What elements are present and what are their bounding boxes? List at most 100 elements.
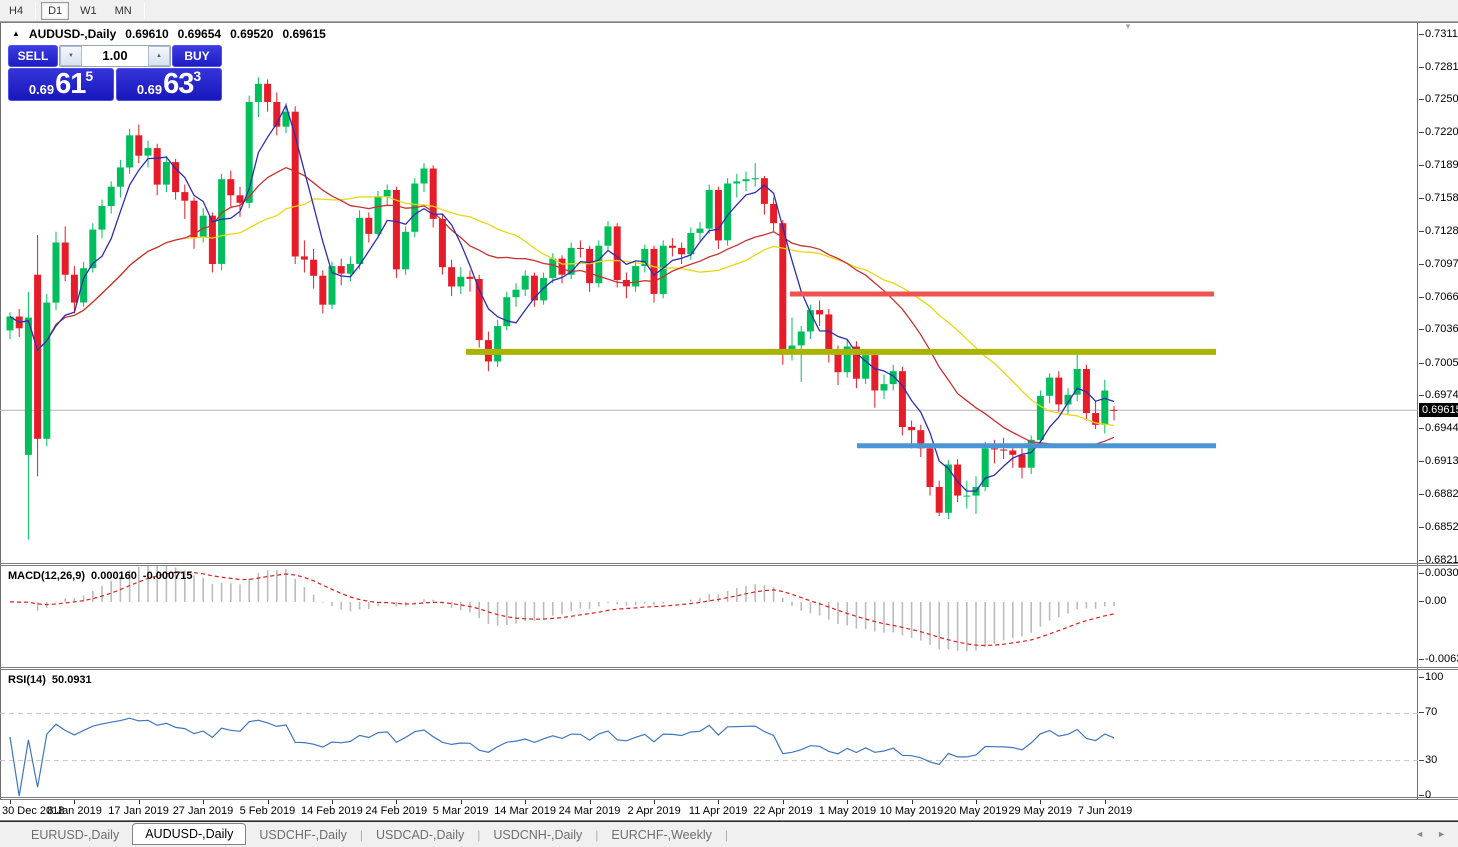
date-tick [10,800,11,804]
date-tick [525,800,526,804]
date-axis-label: 20 May 2019 [944,805,1008,817]
date-axis-label: 17 Jan 2019 [108,805,169,817]
timeframe-button-h4[interactable]: H4 [9,4,24,17]
tab-separator: | [595,827,599,842]
sell-price-main: 61 [55,68,86,100]
price-axis-label: 0.72505 [1419,93,1458,105]
date-tick [654,800,655,804]
volume-increase-button[interactable]: ▲ [148,46,170,66]
tab-eurchf-weekly[interactable]: EURCHF-,Weekly [611,827,712,842]
price-axis-label: 0.71585 [1419,192,1458,204]
macd-plot[interactable] [0,566,1418,667]
tab-usdcad-daily[interactable]: USDCAD-,Daily [376,827,465,842]
tab-usdcnh-daily[interactable]: USDCNH-,Daily [493,827,583,842]
tab-audusd-daily[interactable]: AUDUSD-,Daily [132,822,247,845]
bar-low: 0.69520 [230,27,274,41]
timeframe-button-d1[interactable]: D1 [41,1,70,20]
date-axis-label: 5 Feb 2019 [239,805,296,817]
timeframe-button-mn[interactable]: MN [114,4,132,17]
buy-price-base: 0.69 [136,82,163,97]
macd-axis-label: 0.003035 [1419,567,1458,579]
date-axis-label: 10 May 2019 [879,805,944,817]
sell-price-pip: 5 [85,68,94,84]
pane-splitter [0,797,1458,798]
toolbar-separator [35,2,37,19]
volume-stepper: ▼ 1.00 ▲ [59,45,171,67]
date-tick [912,800,913,804]
date-axis-label: 24 Mar 2019 [558,805,621,817]
timeframe-toolbar: H4 D1 W1 MN [0,0,1458,22]
chevron-up-icon: ▲ [156,53,162,59]
buy-price-display[interactable]: 0.69 63 3 [116,68,222,101]
rsi-plot[interactable] [0,670,1418,797]
price-axis-border [1417,23,1418,821]
date-axis-label: 14 Feb 2019 [301,805,363,817]
tab-usdchf-daily[interactable]: USDCHF-,Daily [259,827,347,842]
date-tick [847,800,848,804]
macd-label: MACD(12,26,9) 0.000160 -0.000715 [8,570,193,582]
timeframe-button-w1[interactable]: W1 [80,4,97,17]
pane-splitter[interactable] [0,563,1458,564]
pane-splitter[interactable] [0,667,1458,668]
date-tick [74,800,75,804]
buy-price-main: 63 [163,68,194,100]
volume-decrease-button[interactable]: ▼ [60,46,82,66]
buy-price-pip: 3 [193,68,202,84]
pane-splitter[interactable] [0,565,1458,566]
tab-separator: | [477,827,481,842]
date-axis-label: 14 Mar 2019 [494,805,556,817]
symbol-name: AUDUSD-,Daily [28,27,117,41]
main-chart-plot[interactable] [0,23,1418,563]
date-tick [268,800,269,804]
panel-collapse-icon[interactable]: ▼ [1124,22,1132,31]
sell-price-display[interactable]: 0.69 61 5 [8,68,114,101]
macd-axis-label: -0.00631 [1419,653,1458,665]
chevron-down-icon: ▼ [68,53,74,59]
date-tick [396,800,397,804]
chart-tab-bar: EURUSD-,Daily AUDUSD-,Daily USDCHF-,Daily |… [0,821,1458,847]
date-axis-label: 2 Apr 2019 [627,805,681,817]
date-axis-label: 30 Dec 2018 [2,805,65,817]
date-axis-label: 27 Jan 2019 [172,805,234,817]
price-axis-label: 0.70665 [1419,291,1458,303]
pane-splitter[interactable] [0,669,1458,670]
rsi-axis-label: 30 [1419,754,1437,766]
date-tick [1040,800,1041,804]
rsi-axis-label: 100 [1419,671,1443,683]
rsi-label: RSI(14) 50.0931 [8,674,92,686]
tab-scroll-left-icon[interactable]: ◄ [1415,829,1424,839]
symbol-info-line: ▲ AUDUSD-,Daily 0.69610 0.69654 0.69520 … [12,27,326,41]
tab-separator: | [359,827,364,842]
tab-scroll-right-icon[interactable]: ► [1437,829,1446,839]
date-tick [139,800,140,804]
macd-axis-label: 0.00 [1419,595,1446,607]
date-tick [976,800,977,804]
chart-bottom-border [0,820,1458,821]
date-tick [783,800,784,804]
date-axis[interactable]: 30 Dec 2018 8 Jan 2019 17 Jan 2019 27 Jan 2… [0,800,1418,820]
date-tick [203,800,204,804]
tab-eurusd-daily[interactable]: EURUSD-,Daily [31,827,120,842]
date-axis-label: 8 Jan 2019 [47,805,102,817]
sell-price-base: 0.69 [28,82,55,97]
date-axis-label: 5 Mar 2019 [432,805,489,817]
buy-button[interactable]: BUY [172,45,222,67]
date-axis-label: 7 Jun 2019 [1077,805,1133,817]
date-tick [332,800,333,804]
date-axis-label: 1 May 2019 [818,805,877,817]
bar-close: 0.69615 [282,27,326,41]
pane-splitter [0,799,1458,800]
sell-button[interactable]: SELL [8,45,58,67]
tab-separator: | [724,827,728,842]
volume-input[interactable]: 1.00 [82,46,148,66]
chart-top-border [0,22,1458,23]
price-axis-label: 0.69745 [1419,389,1458,401]
bar-high: 0.69654 [177,27,222,41]
